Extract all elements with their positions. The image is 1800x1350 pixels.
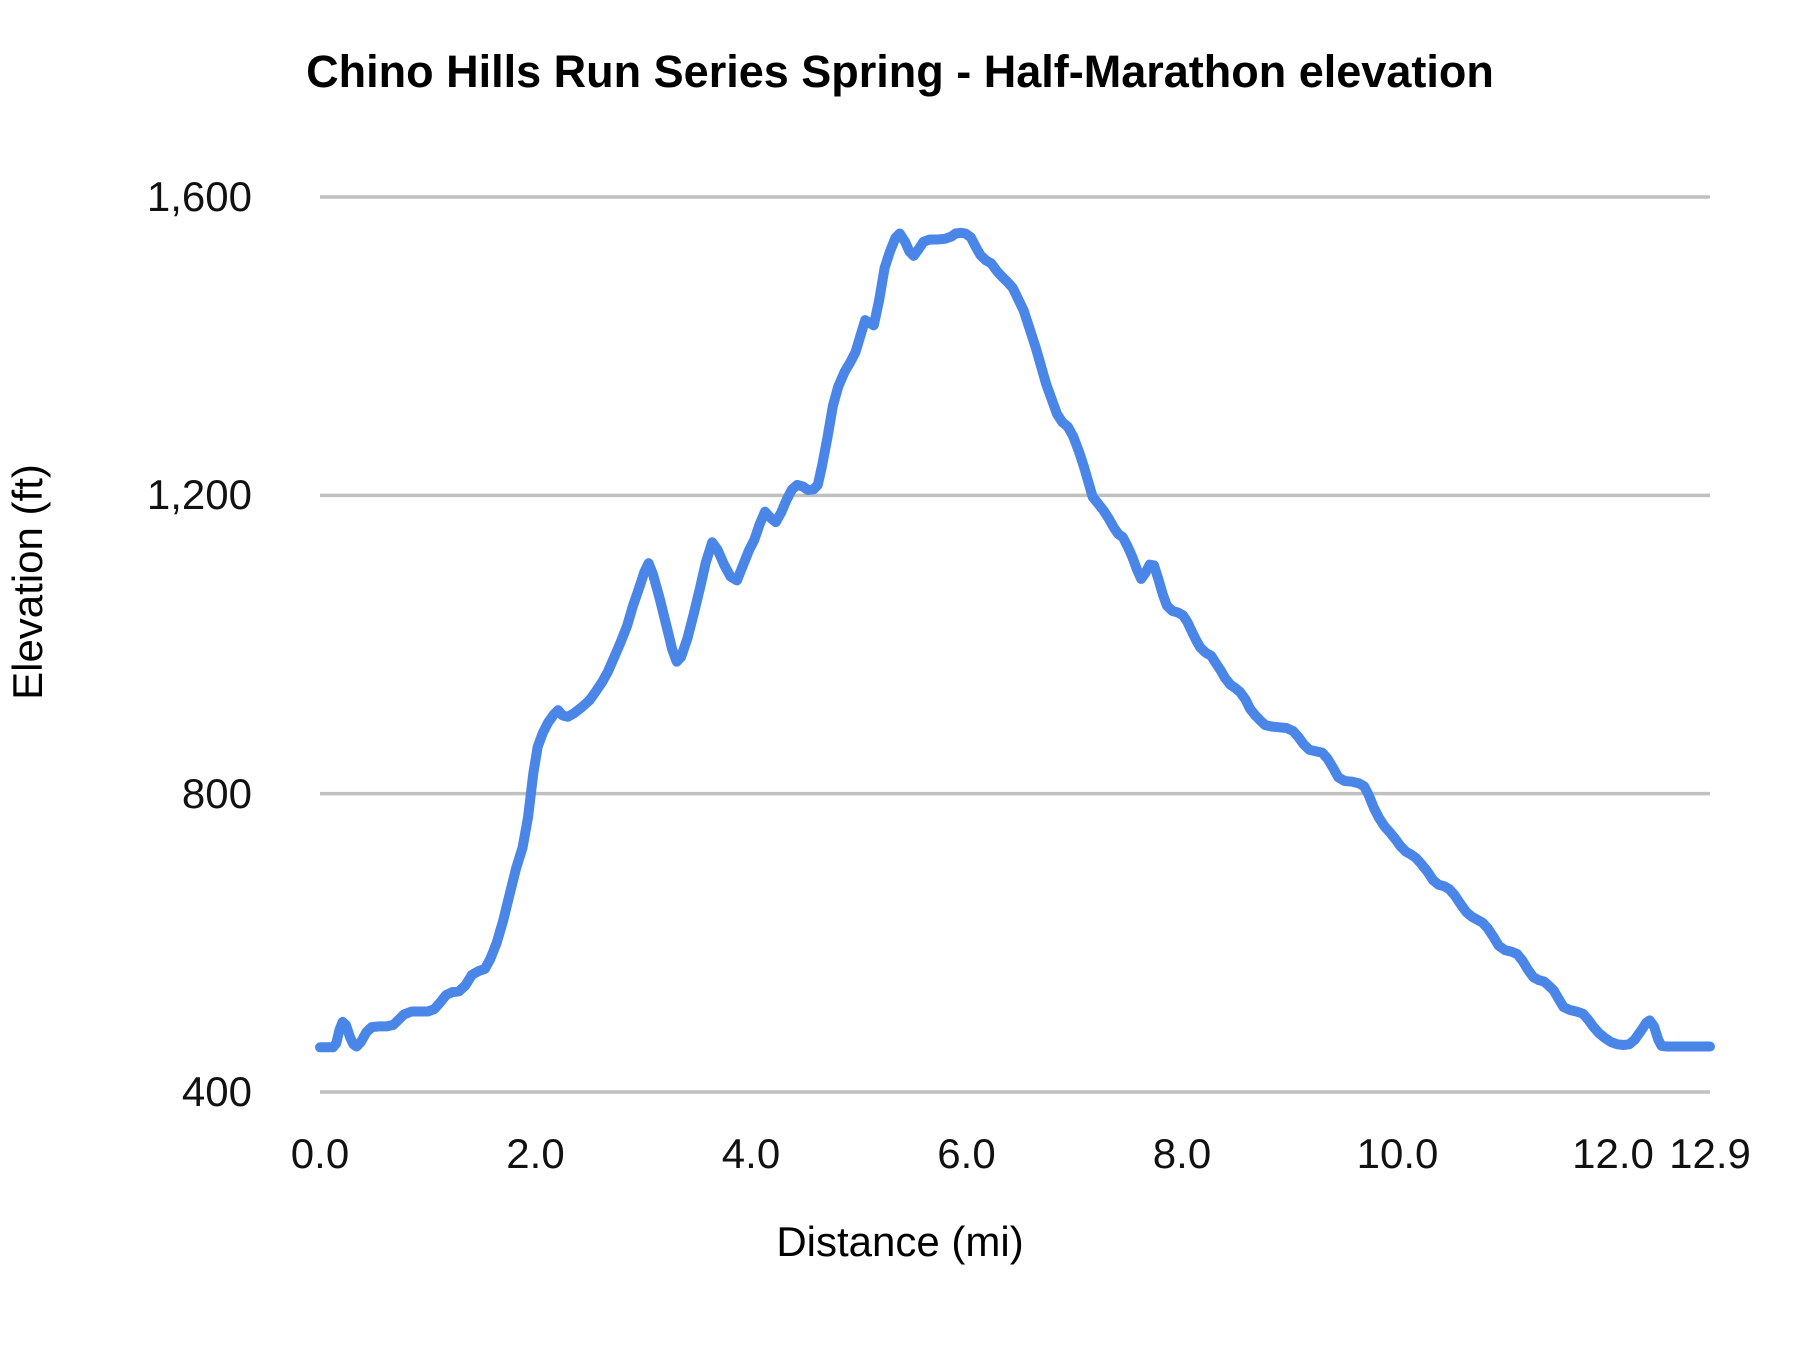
x-tick-label: 10.0 — [1356, 1130, 1439, 1177]
x-tick-label: 8.0 — [1152, 1130, 1212, 1177]
x-tick-label: 0.0 — [290, 1130, 350, 1177]
x-tick-label: 6.0 — [937, 1130, 996, 1177]
y-tick-label: 1,200 — [146, 471, 252, 519]
elevation-line — [315, 227, 1715, 1053]
y-tick-label: 400 — [181, 1068, 252, 1115]
y-tick-label: 1,600 — [146, 173, 252, 220]
y-tick-label: 800 — [181, 769, 252, 817]
x-tick-label: 2.0 — [506, 1130, 565, 1177]
x-tick-label: 12.9 — [1669, 1130, 1751, 1177]
x-tick-label: 12.0 — [1572, 1130, 1654, 1177]
x-axis-title: Distance (mi) — [776, 1218, 1024, 1265]
x-tick-label: 4.0 — [721, 1130, 781, 1177]
chart-title: Chino Hills Run Series Spring - Half-Mar… — [306, 46, 1494, 97]
